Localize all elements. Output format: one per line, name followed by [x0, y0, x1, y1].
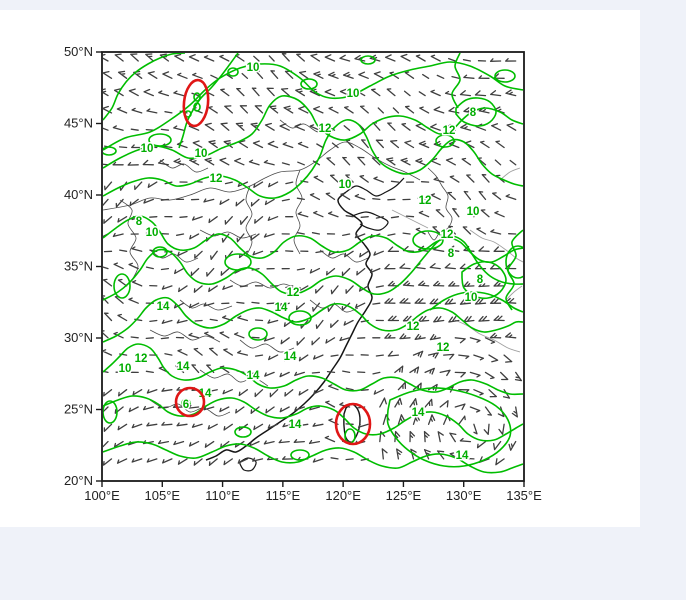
contour-label: 14 — [412, 407, 425, 419]
contour-label: 10 — [347, 88, 360, 100]
contour-label: 10 — [119, 363, 132, 375]
x-axis-tick-label: 120°E — [325, 488, 361, 503]
contour-label: 10 — [195, 148, 208, 160]
contour-label: 10 — [247, 62, 260, 74]
y-axis-tick-label: 20°N — [64, 473, 93, 488]
wind-barbs — [103, 53, 523, 466]
contour-label: 14 — [284, 351, 297, 363]
contour-label: 12 — [407, 321, 420, 333]
y-axis-tick-label: 25°N — [64, 402, 93, 417]
contour-label: 14 — [247, 370, 260, 382]
contour-label: 8 — [477, 274, 484, 286]
contour-label: 14 — [456, 450, 469, 462]
highlight-circle — [334, 402, 372, 446]
contour-label: 14 — [157, 301, 170, 313]
x-axis-tick-label: 100°E — [84, 488, 120, 503]
contour-label: 12 — [287, 287, 300, 299]
contour-label: 14 — [289, 419, 302, 431]
y-axis-tick-label: 50°N — [64, 44, 93, 59]
x-axis-tick-label: 110°E — [205, 488, 240, 503]
x-axis-tick-label: 135°E — [506, 488, 542, 503]
contour-label: 10 — [339, 179, 352, 191]
contour-label: 12 — [135, 353, 148, 365]
x-axis-tick-label: 115°E — [266, 488, 301, 503]
contour-label: 12 — [441, 229, 454, 241]
y-axis-tick-label: 45°N — [64, 116, 93, 131]
contour-label: 14 — [177, 361, 190, 373]
contour-label: 12 — [210, 173, 223, 185]
contour-label: 6 — [183, 399, 189, 411]
y-axis-tick-label: 35°N — [64, 259, 93, 274]
contour-label: 10 — [465, 292, 478, 304]
y-axis-tick-label: 30°N — [64, 330, 93, 345]
contour-label: 10 — [141, 143, 154, 155]
contour-label: 14 — [275, 302, 288, 314]
contour-label: 12 — [443, 125, 456, 137]
contour-label: 12 — [419, 195, 432, 207]
contour-label: 12 — [319, 123, 332, 135]
contour-label: 8 — [448, 248, 455, 260]
highlight-circle — [174, 386, 206, 418]
x-axis-tick-label: 105°E — [145, 488, 181, 503]
contour-label: 8 — [136, 216, 143, 228]
contour-label: 10 — [467, 206, 480, 218]
contour-label: 8 — [470, 107, 477, 119]
contour-label: 10 — [146, 227, 159, 239]
x-axis-tick-label: 130°E — [446, 488, 482, 503]
x-axis-tick-label: 125°E — [386, 488, 422, 503]
highlight-circle — [182, 78, 210, 128]
y-axis-tick-label: 40°N — [64, 187, 93, 202]
contour-label: 12 — [437, 342, 450, 354]
